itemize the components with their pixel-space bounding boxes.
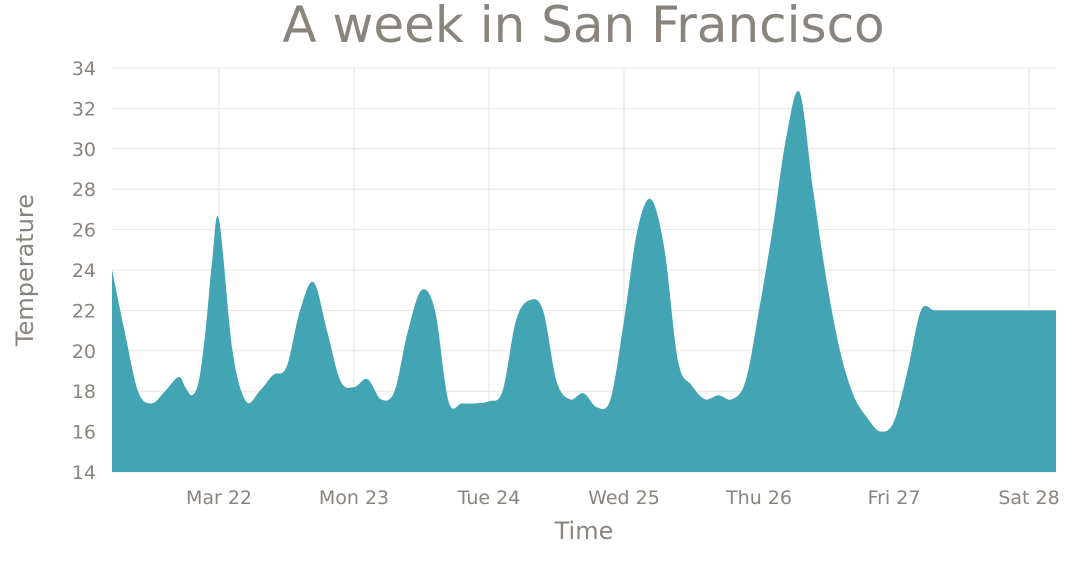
y-tick-label: 30: [72, 139, 96, 161]
y-tick-label: 14: [72, 462, 96, 484]
y-tick-label: 20: [72, 341, 96, 363]
y-tick-label: 26: [72, 220, 96, 242]
y-tick-label: 22: [72, 300, 96, 322]
y-tick-label: 18: [72, 381, 96, 403]
y-tick-label: 34: [72, 58, 96, 80]
y-tick-labels: 14 16 18 20 22 24 26 28 30 32 34: [72, 58, 96, 484]
x-tick-label: Mar 22: [186, 487, 252, 509]
temperature-area: [112, 90, 1056, 473]
x-tick-label: Fri 27: [868, 487, 921, 509]
y-tick-label: 28: [72, 179, 96, 201]
x-tick-label: Mon 23: [319, 487, 389, 509]
x-axis-label: Time: [554, 517, 614, 545]
y-tick-label: 24: [72, 260, 96, 282]
x-tick-label: Wed 25: [588, 487, 660, 509]
y-tick-label: 32: [72, 98, 96, 120]
x-tick-label: Tue 24: [457, 487, 521, 509]
x-tick-label: Sat 28: [998, 487, 1059, 509]
x-tick-label: Thu 26: [725, 487, 792, 509]
y-axis-label: Temperature: [11, 194, 39, 347]
chart-title: A week in San Francisco: [282, 0, 885, 54]
y-tick-label: 16: [72, 422, 96, 444]
series-area: [112, 90, 1056, 473]
x-tick-labels: Mar 22 Mon 23 Tue 24 Wed 25 Thu 26 Fri 27 Sat …: [186, 487, 1060, 509]
